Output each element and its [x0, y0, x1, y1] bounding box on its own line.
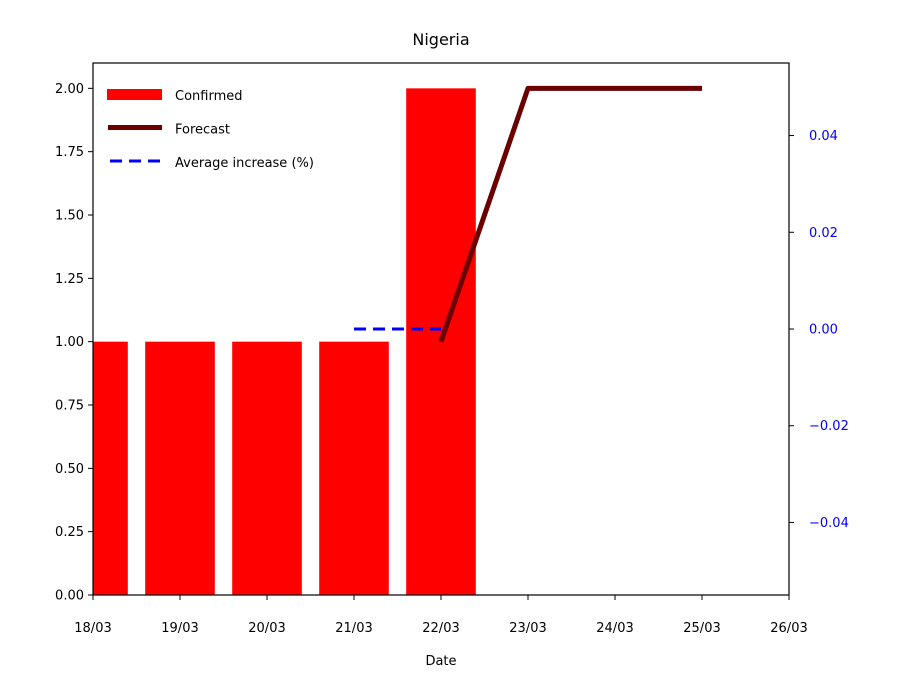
- x-tick-label: 21/03: [335, 621, 372, 636]
- y-tick-label: 0.25: [55, 525, 84, 540]
- y-tick-label: 0.00: [55, 589, 84, 604]
- y2-tick-label: −0.02: [809, 419, 849, 434]
- bar-20/03: [232, 341, 302, 595]
- y-tick-label: 1.50: [55, 209, 84, 224]
- y2-tick-label: −0.04: [809, 516, 849, 531]
- y-tick-label: 1.25: [55, 272, 84, 287]
- x-tick-label: 19/03: [161, 621, 198, 636]
- x-tick-label: 22/03: [422, 621, 459, 636]
- x-axis-label: Date: [425, 654, 456, 669]
- x-axis: 18/03 19/03 20/03 21/03 22/03 23/03 24/03 25/03…: [74, 595, 808, 636]
- y2-tick-label: 0.00: [809, 323, 838, 338]
- bar-19/03: [145, 341, 215, 595]
- bar-18/03: [93, 341, 128, 595]
- x-tick-label: 25/03: [683, 621, 720, 636]
- x-tick-label: 24/03: [596, 621, 633, 636]
- legend-label: Confirmed: [175, 89, 243, 104]
- legend-label: Average increase (%): [175, 156, 314, 171]
- x-tick-label: 20/03: [248, 621, 285, 636]
- legend-label: Forecast: [175, 123, 230, 138]
- bar-21/03: [319, 341, 389, 595]
- x-tick-label: 23/03: [509, 621, 546, 636]
- chart-title: Nigeria: [412, 30, 469, 49]
- y2-tick-label: 0.04: [809, 129, 838, 144]
- y-tick-label: 1.75: [55, 145, 84, 160]
- legend: Confirmed Forecast Average increase (%): [107, 89, 314, 171]
- y2-tick-label: 0.02: [809, 226, 838, 241]
- y-tick-label: 1.00: [55, 335, 84, 350]
- x-tick-label: 18/03: [74, 621, 111, 636]
- legend-swatch-confirmed: [107, 89, 162, 100]
- y-tick-label: 2.00: [55, 82, 84, 97]
- y-tick-label: 0.75: [55, 399, 84, 414]
- series-line-1: [438, 85, 702, 343]
- y-axis-left: 0.00 0.25 0.50 0.75 1.00 1.25 1.50 1.75 2.00: [55, 82, 93, 604]
- x-tick-label: 26/03: [770, 621, 807, 636]
- y-tick-label: 0.50: [55, 462, 84, 477]
- lines-layer: [354, 85, 702, 343]
- y-axis-right: −0.04 −0.02 0.00 0.02 0.04: [789, 129, 849, 531]
